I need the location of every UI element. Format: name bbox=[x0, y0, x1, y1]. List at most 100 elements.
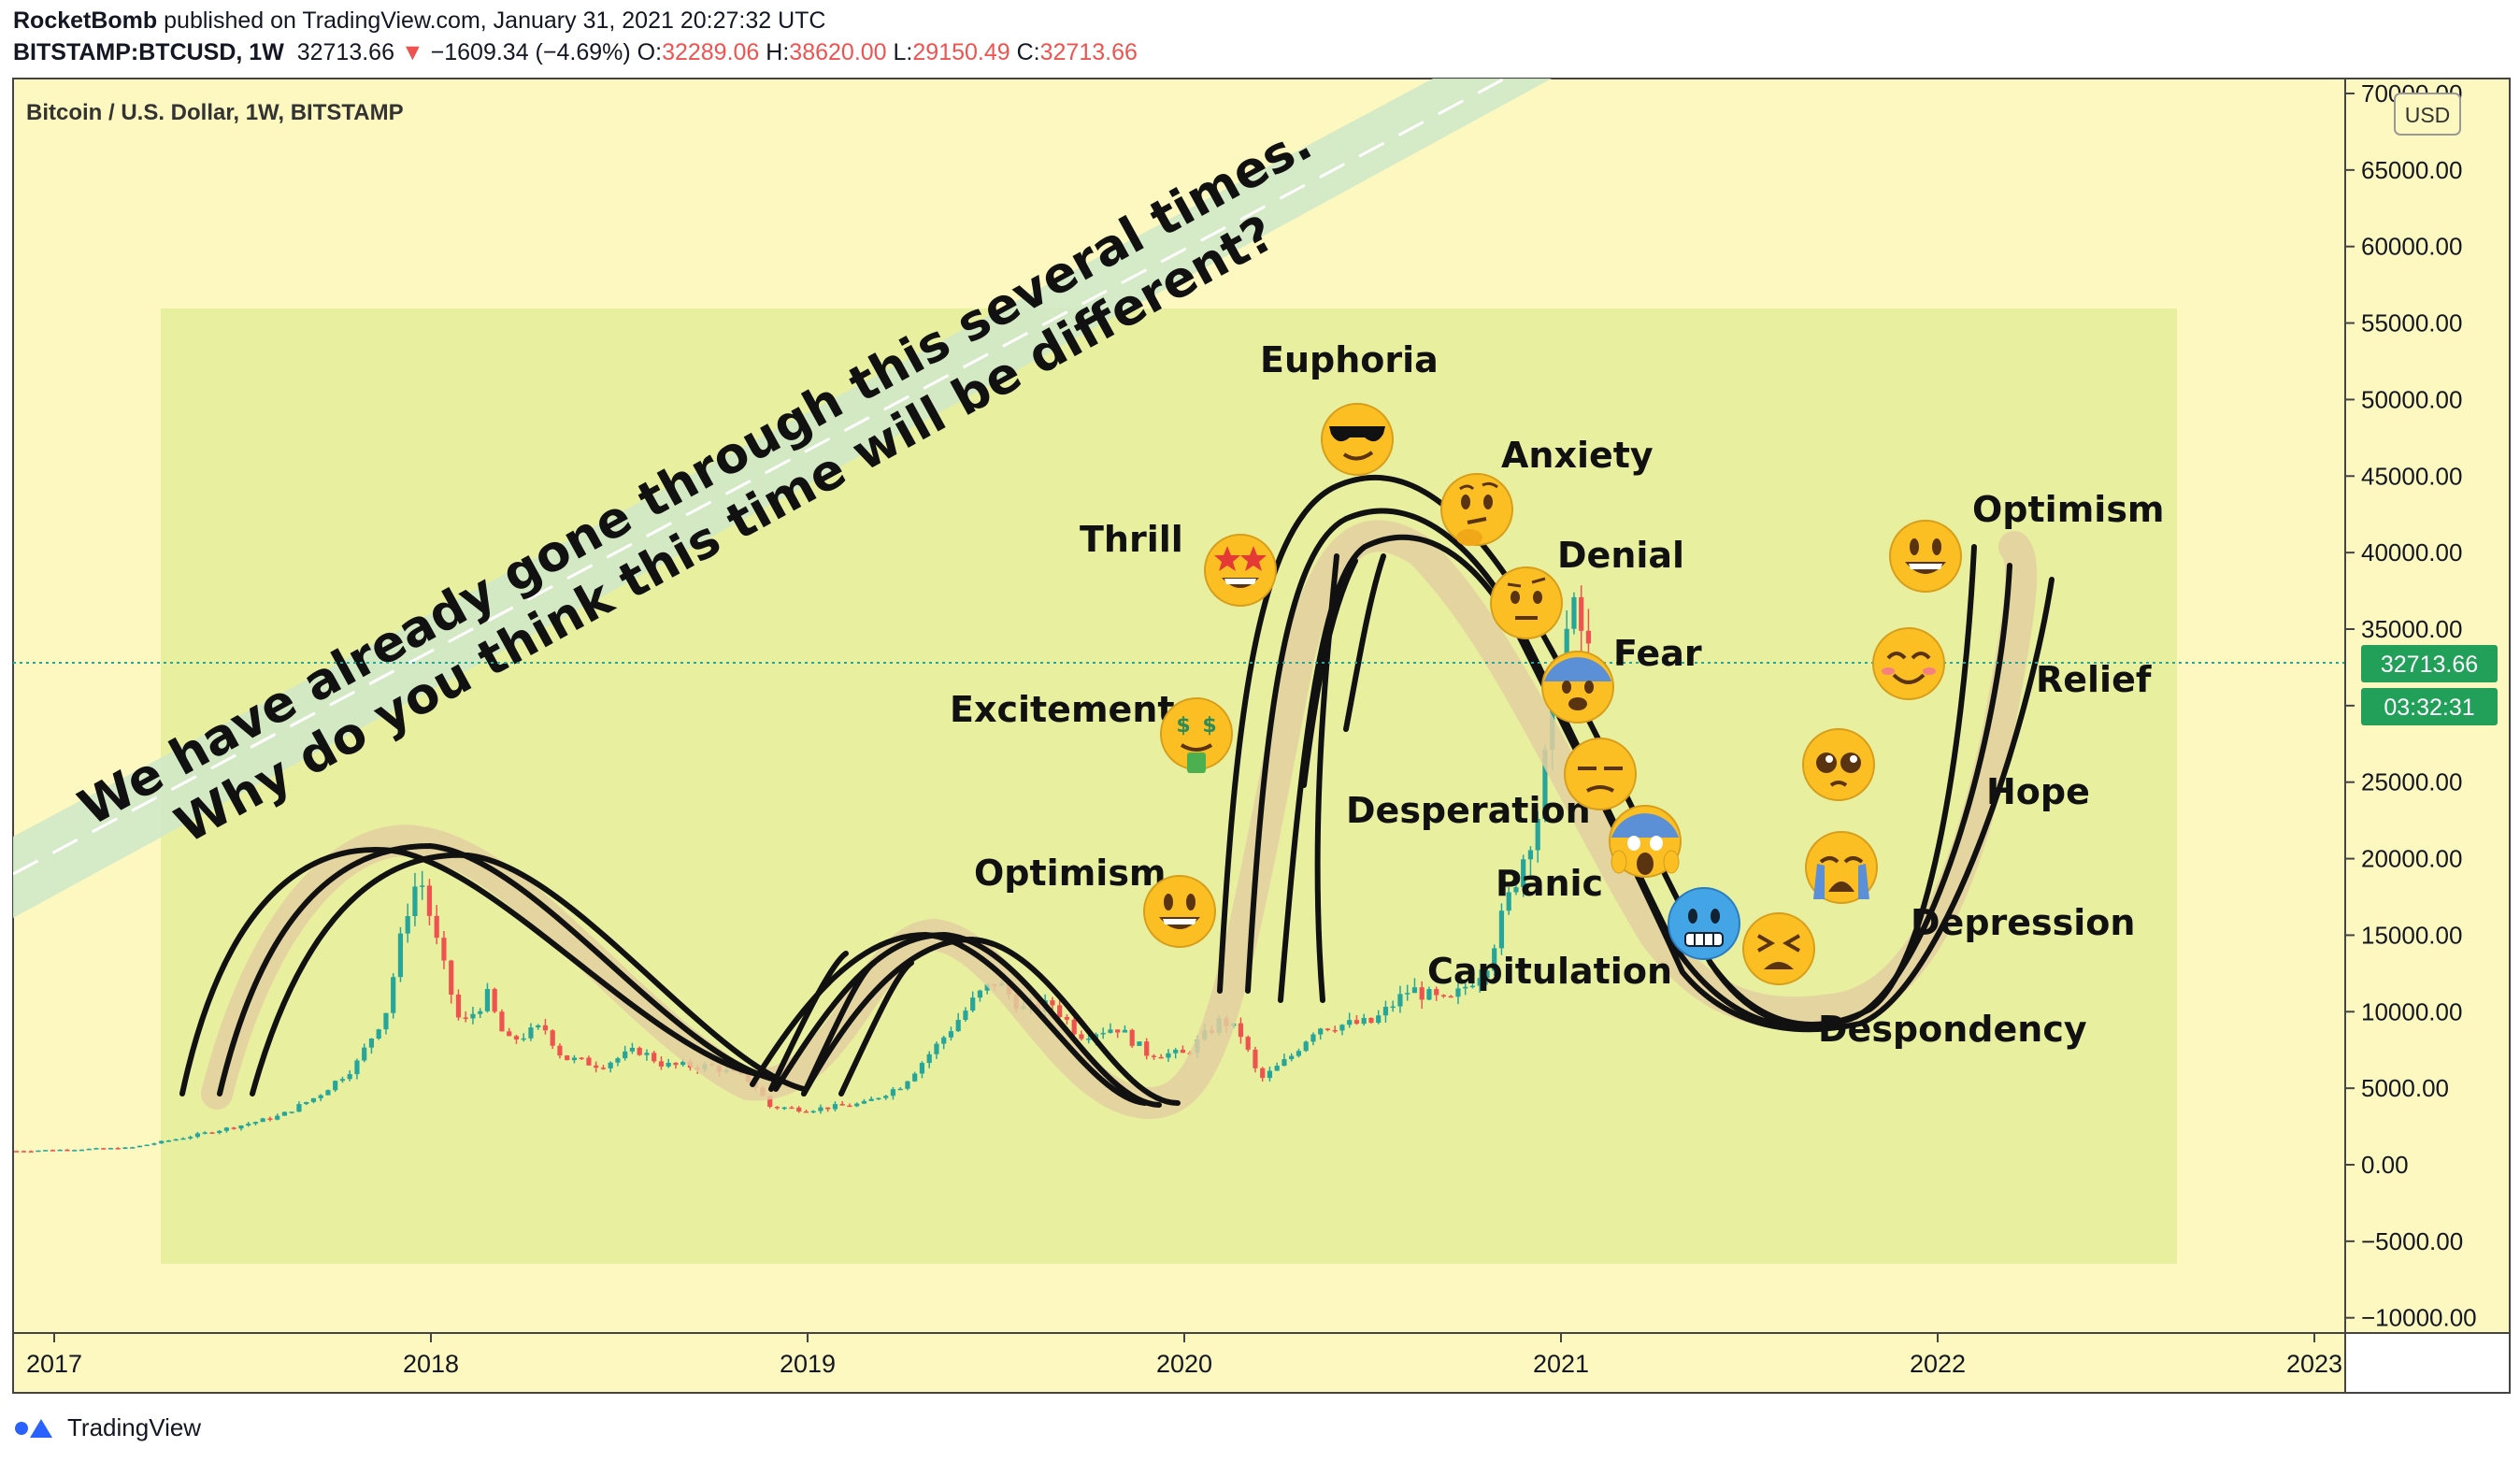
candle-body bbox=[1324, 1028, 1331, 1030]
screaming-face-icon bbox=[1609, 805, 1682, 878]
candle-body bbox=[1339, 1025, 1345, 1031]
candle-body bbox=[934, 1043, 939, 1054]
candle-body bbox=[644, 1053, 650, 1055]
candle-body bbox=[673, 1062, 679, 1066]
candle-body bbox=[1469, 985, 1476, 988]
candle-body bbox=[941, 1037, 947, 1044]
candle-body bbox=[426, 885, 433, 916]
candle-body bbox=[781, 1107, 787, 1110]
candle-body bbox=[289, 1111, 294, 1113]
time-tick-label: 2019 bbox=[780, 1350, 836, 1378]
candle-body bbox=[1318, 1028, 1324, 1035]
candle-body bbox=[115, 1148, 121, 1150]
candle-body bbox=[347, 1074, 352, 1080]
candle-body bbox=[1137, 1041, 1142, 1046]
candle-body bbox=[608, 1062, 613, 1068]
candle-body bbox=[1071, 1019, 1077, 1035]
candle-body bbox=[861, 1100, 867, 1104]
label-relief: Relief bbox=[2036, 659, 2152, 700]
label-excitement: Excitement bbox=[950, 689, 1175, 730]
candle-body bbox=[1498, 910, 1505, 949]
candle-body bbox=[194, 1133, 201, 1138]
candle-body bbox=[1180, 1049, 1186, 1054]
price-tick-label: 0.00 bbox=[2361, 1151, 2409, 1179]
candle-body bbox=[463, 1017, 468, 1019]
time-tick-label: 2018 bbox=[403, 1350, 459, 1378]
price-tick-label: 50000.00 bbox=[2361, 385, 2462, 413]
price-tick-label: 60000.00 bbox=[2361, 233, 2462, 261]
candle-body bbox=[600, 1068, 607, 1069]
candle-body bbox=[362, 1047, 367, 1061]
candle-body bbox=[130, 1147, 136, 1149]
label-thrill: Thrill bbox=[1080, 519, 1183, 560]
candle-body bbox=[238, 1125, 244, 1129]
candle-body bbox=[1368, 1017, 1374, 1024]
candle-body bbox=[144, 1144, 150, 1147]
smiling-face-icon bbox=[1872, 627, 1945, 700]
candle-body bbox=[1477, 978, 1482, 986]
candle-body bbox=[1564, 628, 1569, 676]
candle-body bbox=[21, 1151, 27, 1153]
currency-label[interactable]: USD bbox=[2405, 103, 2451, 127]
candle-body bbox=[173, 1139, 179, 1141]
last-price-tag-text: 32713.66 bbox=[2381, 652, 2478, 678]
pleading-face-icon bbox=[1802, 728, 1875, 801]
grinning-face-2-icon bbox=[1889, 520, 1962, 593]
candle-body bbox=[774, 1106, 780, 1109]
countdown-text: 03:32:31 bbox=[2384, 695, 2474, 721]
candle-body bbox=[1440, 995, 1447, 997]
candle-body bbox=[339, 1079, 346, 1082]
candle-body bbox=[499, 1011, 505, 1032]
candle-body bbox=[391, 977, 396, 1013]
author-name[interactable]: RocketBomb bbox=[13, 7, 158, 34]
tradingview-logo-icon[interactable] bbox=[13, 1414, 60, 1442]
candle-body bbox=[557, 1045, 563, 1056]
candle-body bbox=[86, 1148, 92, 1151]
candle-body bbox=[796, 1107, 802, 1111]
high-label: H: bbox=[766, 39, 790, 65]
label-anxiety: Anxiety bbox=[1501, 435, 1654, 476]
candle-body bbox=[165, 1140, 172, 1142]
currency-badge[interactable]: USD bbox=[2394, 93, 2461, 136]
label-desperation: Desperation bbox=[1346, 790, 1591, 831]
candle-body bbox=[1448, 996, 1453, 998]
cycle-curve-rise-1 bbox=[1314, 553, 1339, 1003]
close-value: 32713.66 bbox=[1039, 39, 1138, 65]
candle-body bbox=[571, 1057, 578, 1061]
candle-body bbox=[1245, 1037, 1251, 1050]
candle-body bbox=[1492, 948, 1497, 971]
candle-body bbox=[1571, 596, 1577, 629]
time-axis-background bbox=[13, 1333, 2344, 1393]
candle-body bbox=[1521, 859, 1526, 888]
candle-body bbox=[1535, 819, 1540, 851]
svg-text:$: $ bbox=[1202, 714, 1216, 738]
candle-body bbox=[93, 1148, 99, 1150]
candle-body bbox=[14, 1151, 20, 1153]
time-tick-label: 2022 bbox=[1910, 1350, 1966, 1378]
candle-body bbox=[1506, 892, 1511, 911]
candle-body bbox=[275, 1115, 280, 1120]
open-value: 32289.06 bbox=[662, 39, 760, 65]
candle-body bbox=[586, 1057, 592, 1066]
candle-body bbox=[963, 1010, 968, 1021]
candle-body bbox=[412, 886, 418, 917]
candle-body bbox=[1274, 1066, 1280, 1071]
label-denial: Denial bbox=[1557, 535, 1684, 576]
candle-body bbox=[281, 1111, 288, 1116]
candle-body bbox=[1296, 1051, 1302, 1056]
candle-body bbox=[868, 1098, 874, 1101]
candle-body bbox=[1303, 1041, 1309, 1052]
candle-body bbox=[159, 1140, 165, 1144]
candle-body bbox=[260, 1118, 265, 1123]
candle-body bbox=[180, 1138, 186, 1140]
candle-body bbox=[883, 1096, 889, 1098]
footer-brand[interactable]: TradingView bbox=[67, 1413, 202, 1441]
candle-body bbox=[318, 1095, 323, 1098]
candle-body bbox=[1463, 986, 1468, 989]
candle-body bbox=[651, 1053, 657, 1062]
candle-body bbox=[1267, 1070, 1273, 1079]
symbol-label[interactable]: BITSTAMP:BTCUSD, 1W bbox=[13, 39, 284, 65]
candle-body bbox=[876, 1097, 881, 1100]
candle-body bbox=[107, 1148, 114, 1150]
